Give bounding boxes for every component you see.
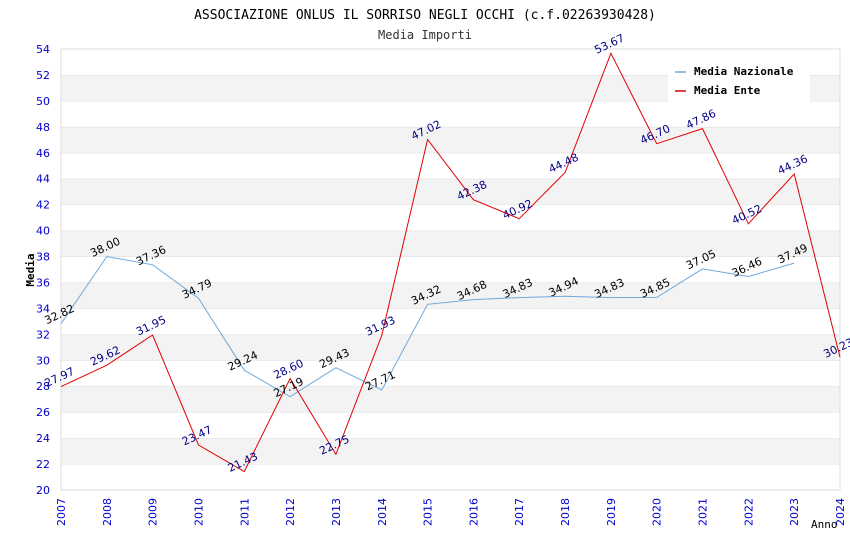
legend-box — [668, 60, 810, 102]
y-tick-label: 34 — [36, 302, 50, 315]
grid-bands — [60, 48, 841, 491]
x-tick-label: 2019 — [605, 498, 618, 526]
y-tick-label: 48 — [36, 121, 50, 134]
series-lines — [60, 52, 841, 473]
x-tick-label: 2023 — [788, 498, 801, 526]
grid-band — [61, 360, 840, 387]
chart-subtitle: Media Importi — [378, 28, 472, 42]
y-tick-label: 24 — [36, 432, 50, 445]
y-tick-label: 50 — [36, 95, 50, 108]
chart-title: ASSOCIAZIONE ONLUS IL SORRISO NEGLI OCCH… — [194, 8, 656, 23]
x-tick-label: 2012 — [284, 498, 297, 526]
x-tick-label: 2011 — [238, 498, 251, 526]
series-line-ente — [60, 52, 841, 473]
grid-band — [61, 204, 840, 231]
y-tick-label: 54 — [36, 43, 50, 56]
legend-label-ente: Media Ente — [694, 84, 761, 97]
x-tick-label: 2009 — [147, 498, 160, 526]
x-tick-label: 2022 — [742, 498, 755, 526]
legend: Media Nazionale Media Ente — [668, 60, 810, 102]
grid-band — [61, 256, 840, 283]
grid-band — [61, 178, 840, 205]
grid-band — [61, 100, 840, 127]
y-tick-label: 42 — [36, 199, 50, 212]
grid-band — [61, 438, 840, 465]
y-tick-label: 44 — [36, 173, 50, 186]
y-tick-label: 38 — [36, 251, 50, 264]
x-tick-label: 2018 — [559, 498, 572, 526]
grid-band — [61, 386, 840, 413]
x-tick-label: 2024 — [834, 498, 847, 526]
grid-band — [61, 230, 840, 257]
grid-band — [61, 282, 840, 309]
x-tick-label: 2021 — [697, 498, 710, 526]
x-tick-label: 2007 — [55, 498, 68, 526]
grid-band — [61, 152, 840, 179]
x-tick-label: 2014 — [376, 498, 389, 526]
x-axis-label: Anno — [811, 518, 838, 531]
y-tick-label: 28 — [36, 380, 50, 393]
y-tick-label: 40 — [36, 225, 50, 238]
x-tick-label: 2016 — [467, 498, 480, 526]
y-tick-label: 36 — [36, 276, 50, 289]
y-tick-label: 30 — [36, 354, 50, 367]
x-tick-label: 2015 — [422, 498, 435, 526]
x-tick-label: 2013 — [330, 498, 343, 526]
y-tick-label: 52 — [36, 69, 50, 82]
series-line-nazionale — [60, 255, 795, 398]
y-axis-ticks: 20 22 24 26 28 30 32 34 36 38 40 42 44 46 48 50 52 54 — [36, 43, 50, 497]
y-tick-label: 26 — [36, 406, 50, 419]
x-axis-ticks: 2007 2008 2009 2010 2011 2012 2013 2014 2015 2016… — [55, 498, 847, 526]
grid-band — [61, 308, 840, 335]
x-tick-label: 2020 — [651, 498, 664, 526]
y-tick-label: 46 — [36, 147, 50, 160]
grid-band — [61, 412, 840, 439]
x-tick-label: 2008 — [101, 498, 114, 526]
grid-band — [61, 126, 840, 153]
y-tick-label: 20 — [36, 484, 50, 497]
x-tick-label: 2010 — [192, 498, 205, 526]
y-tick-label: 32 — [36, 328, 50, 341]
y-axis-label: Media — [24, 253, 37, 286]
y-tick-label: 22 — [36, 458, 50, 471]
x-tick-label: 2017 — [513, 498, 526, 526]
grid-band — [61, 464, 840, 490]
legend-label-nazionale: Media Nazionale — [694, 65, 794, 78]
grid-band — [61, 334, 840, 361]
